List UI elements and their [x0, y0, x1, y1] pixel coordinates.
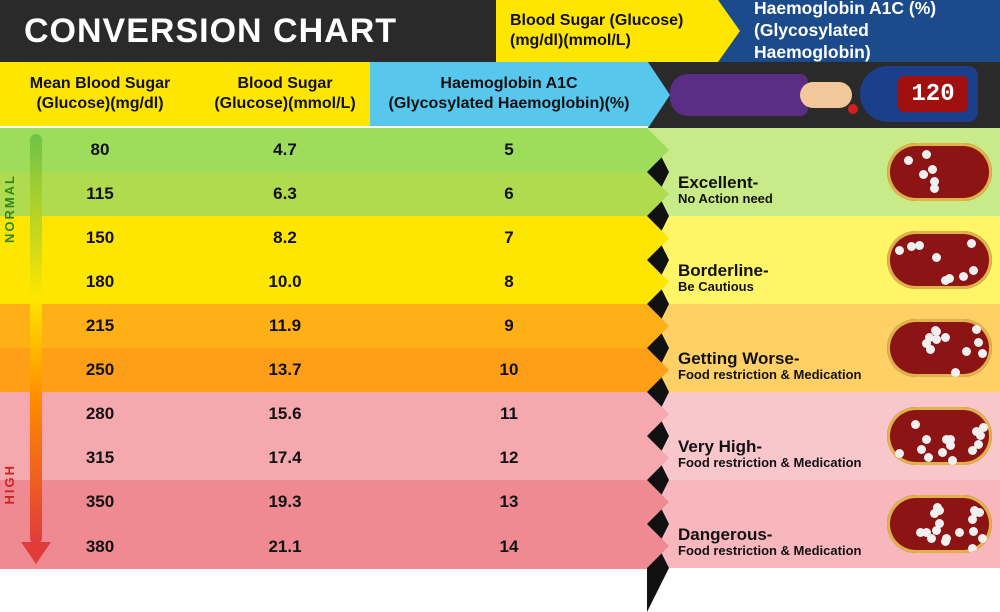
col-header-a1c-l1: Haemoglobin A1C [440, 74, 577, 94]
blood-drop-icon [848, 104, 858, 114]
cell-a1c: 10 [370, 348, 648, 392]
glucose-meter-illustration: 120 [648, 62, 1000, 128]
cell-a1c: 14 [370, 524, 648, 569]
col-header-mgdl-l1: Mean Blood Sugar [30, 74, 170, 94]
header-a1c-chip: Haemoglobin A1C (%) (Glycosylated Haemog… [718, 0, 1000, 62]
cell-mmoll: 21.1 [200, 524, 370, 569]
chevron-right-icon [647, 480, 669, 524]
col-header-mmoll-l1: Blood Sugar [237, 74, 332, 94]
column-header-row: Mean Blood Sugar (Glucose)(mg/dl) Blood … [0, 62, 1000, 128]
blood-vessel-icon [887, 495, 992, 553]
col-header-mgdl-l2: (Glucose)(mg/dl) [36, 94, 163, 114]
table-row: 1508.27Borderline-Be Cautious [0, 216, 1000, 260]
category-label: Very High-Food restriction & Medication [678, 410, 861, 498]
severity-axis-arrowhead-icon [21, 542, 51, 564]
col-header-mmoll-l2: (Glucose)(mmol/L) [214, 94, 355, 114]
cell-mmoll: 15.6 [200, 392, 370, 436]
category-title: Getting Worse- [678, 350, 861, 368]
category-subtitle: Food restriction & Medication [678, 368, 861, 382]
cell-a1c: 7 [370, 216, 648, 260]
col-header-mmoll: Blood Sugar (Glucose)(mmol/L) [200, 62, 370, 128]
category-title: Dangerous- [678, 526, 861, 544]
cell-mmoll: 17.4 [200, 436, 370, 480]
cell-a1c: 13 [370, 480, 648, 524]
hand-icon [670, 74, 808, 116]
header: CONVERSION CHART Blood Sugar (Glucose) (… [0, 0, 1000, 62]
severity-axis-bar-icon [30, 134, 42, 544]
header-glucose-chip: Blood Sugar (Glucose) (mg/dl)(mmol/L) [496, 0, 718, 62]
category-title: Excellent- [678, 174, 773, 192]
finger-icon [800, 82, 852, 108]
header-glucose-line1: Blood Sugar (Glucose) [510, 11, 688, 31]
category-subtitle: Food restriction & Medication [678, 456, 861, 470]
col-header-a1c: Haemoglobin A1C (Glycosylated Haemoglobi… [370, 62, 648, 128]
cell-mmoll: 10.0 [200, 260, 370, 304]
chevron-right-icon [647, 216, 669, 260]
category-title: Very High- [678, 438, 861, 456]
category-cell: Excellent-No Action need [648, 128, 1000, 172]
glucometer-reading: 120 [898, 76, 968, 112]
cell-mmoll: 13.7 [200, 348, 370, 392]
chevron-right-icon [647, 392, 669, 436]
cell-a1c: 12 [370, 436, 648, 480]
axis-label-high: HIGH [2, 464, 17, 505]
header-a1c-line1: Haemoglobin A1C (%) [754, 0, 986, 20]
cell-a1c: 11 [370, 392, 648, 436]
conversion-table: 804.75Excellent-No Action need1156.36150… [0, 128, 1000, 569]
cell-a1c: 8 [370, 260, 648, 304]
blood-vessel-icon [887, 407, 992, 465]
glucometer-icon: 120 [860, 66, 978, 122]
cell-mmoll: 19.3 [200, 480, 370, 524]
severity-axis: NORMAL HIGH [24, 134, 48, 564]
category-title: Borderline- [678, 262, 769, 280]
cell-a1c: 5 [370, 128, 648, 172]
chevron-right-icon [647, 260, 669, 304]
table-row: 18010.08 [0, 260, 1000, 304]
chevron-right-icon [647, 436, 669, 480]
cell-mmoll: 6.3 [200, 172, 370, 216]
chevron-right-icon [647, 524, 669, 568]
table-row: 21511.99Getting Worse-Food restriction &… [0, 304, 1000, 348]
category-label: Dangerous-Food restriction & Medication [678, 498, 861, 586]
blood-vessel-icon [887, 319, 992, 377]
cell-mmoll: 8.2 [200, 216, 370, 260]
cell-mmoll: 11.9 [200, 304, 370, 348]
category-label: Getting Worse-Food restriction & Medicat… [678, 322, 861, 410]
chevron-right-icon [647, 304, 669, 348]
blood-vessel-icon [887, 143, 992, 201]
category-label: Excellent-No Action need [678, 146, 773, 234]
header-a1c-line2: (Glycosylated Haemoglobin) [754, 20, 986, 64]
col-header-a1c-l2: (Glycosylated Haemoglobin)(%) [389, 94, 630, 114]
category-label: Borderline-Be Cautious [678, 234, 769, 322]
chevron-right-icon [647, 348, 669, 392]
blood-vessel-icon [887, 231, 992, 289]
chevron-right-icon [647, 172, 669, 216]
axis-label-normal: NORMAL [2, 174, 17, 243]
table-row: 1156.36 [0, 172, 1000, 216]
page-title: CONVERSION CHART [0, 0, 496, 62]
cell-a1c: 6 [370, 172, 648, 216]
table-row: 804.75Excellent-No Action need [0, 128, 1000, 172]
chevron-right-icon [647, 128, 669, 172]
cell-a1c: 9 [370, 304, 648, 348]
category-subtitle: No Action need [678, 192, 773, 206]
category-subtitle: Be Cautious [678, 280, 769, 294]
category-subtitle: Food restriction & Medication [678, 544, 861, 558]
cell-mmoll: 4.7 [200, 128, 370, 172]
col-header-mgdl: Mean Blood Sugar (Glucose)(mg/dl) [0, 62, 200, 128]
header-glucose-line2: (mg/dl)(mmol/L) [510, 31, 688, 51]
